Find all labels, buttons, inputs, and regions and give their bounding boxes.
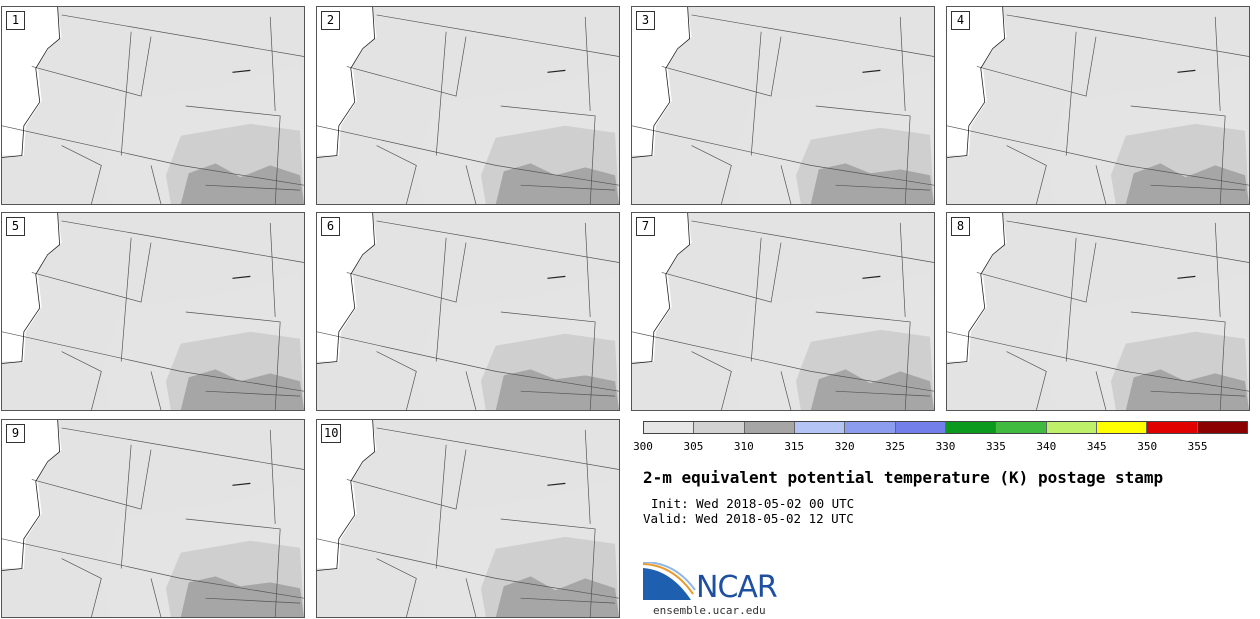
colorbar-swatch: [1147, 422, 1198, 433]
colorbar-swatch: [895, 422, 946, 433]
colorbar-swatch: [845, 422, 896, 433]
logo-wordmark: NCAR: [696, 570, 778, 605]
map-panel: 10: [316, 419, 620, 618]
valid-time: Valid: Wed 2018-05-02 12 UTC: [643, 511, 854, 526]
map-panel: 7: [631, 212, 935, 411]
colorbar-ticks: 300 305 310 315 320 325 330 335 340 345 350 355: [633, 440, 1248, 454]
panel-number: 2: [321, 11, 340, 30]
colorbar-tick-label: 300: [633, 440, 653, 453]
colorbar-swatch: [794, 422, 846, 433]
colorbar-swatch: [1046, 422, 1097, 433]
colorbar-swatch: [996, 422, 1047, 433]
colorbar-tick-label: 325: [885, 440, 906, 453]
colorbar-swatch: [694, 422, 745, 433]
panel-number: 6: [321, 217, 340, 236]
init-time: Init: Wed 2018-05-02 00 UTC: [651, 496, 855, 511]
panel-number: 8: [951, 217, 970, 236]
colorbar-tick-label: 315: [784, 440, 805, 453]
colorbar-tick-label: 340: [1036, 440, 1057, 453]
colorbar-swatch: [644, 422, 695, 433]
panel-number: 7: [636, 217, 655, 236]
map-panel: 9: [1, 419, 305, 618]
map-panel: 1: [1, 6, 305, 205]
map-panel: 6: [316, 212, 620, 411]
map-panel: 3: [631, 6, 935, 205]
map-panel: 2: [316, 6, 620, 205]
colorbar-swatch: [945, 422, 997, 433]
colorbar-tick-label: 345: [1086, 440, 1107, 453]
colorbar-tick-label: 330: [935, 440, 956, 453]
colorbar-tick-label: 310: [733, 440, 754, 453]
colorbar-tick-label: 335: [985, 440, 1006, 453]
colorbar-tick-label: 320: [834, 440, 855, 453]
colorbar-tick-label: 355: [1187, 440, 1208, 453]
panel-number: 3: [636, 11, 655, 30]
panel-number: 9: [6, 424, 25, 443]
colorbar: [643, 421, 1248, 434]
ncar-logo-icon: [643, 562, 696, 600]
panel-number: 5: [6, 217, 25, 236]
colorbar-swatch: [1197, 422, 1247, 433]
panel-number: 10: [321, 424, 342, 443]
panel-number: 4: [951, 11, 970, 30]
colorbar-swatch: [744, 422, 795, 433]
colorbar-tick-label: 350: [1137, 440, 1158, 453]
map-panel: 4: [946, 6, 1250, 205]
colorbar-swatch: [1096, 422, 1148, 433]
figure-title: 2-m equivalent potential temperature (K)…: [643, 468, 1164, 487]
panel-number: 1: [6, 11, 25, 30]
colorbar-tick-label: 305: [683, 440, 704, 453]
map-panel: 8: [946, 212, 1250, 411]
map-panel: 5: [1, 212, 305, 411]
site-url: ensemble.ucar.edu: [653, 604, 766, 617]
